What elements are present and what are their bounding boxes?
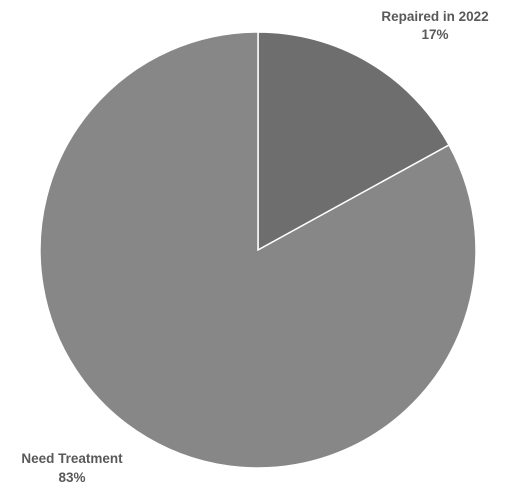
pie-slice-repaired-in-2022: [257, 31, 451, 252]
pie-slices: [39, 31, 477, 469]
slice-label-need-treatment-percent: 83%: [58, 470, 85, 485]
slice-label-need-treatment-name: Need Treatment: [21, 451, 123, 466]
slice-label-repaired-name: Repaired in 2022: [381, 9, 488, 24]
slice-label-repaired-percent: 17%: [421, 27, 448, 42]
pie-slice-need-treatment: [39, 31, 477, 469]
